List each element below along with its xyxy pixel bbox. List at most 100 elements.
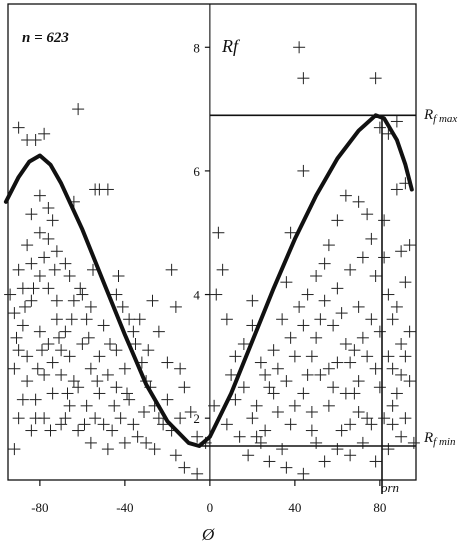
data-point — [174, 412, 187, 425]
rf-max-label-sub: f max — [433, 113, 457, 125]
data-point — [82, 331, 95, 344]
data-point — [97, 418, 110, 431]
data-point — [8, 307, 21, 320]
data-point — [237, 338, 250, 350]
data-point — [118, 436, 131, 449]
data-point — [140, 436, 153, 449]
data-point — [293, 41, 306, 54]
data-point — [237, 381, 250, 394]
data-point — [399, 412, 412, 425]
data-point — [399, 276, 412, 289]
data-point — [322, 362, 335, 375]
data-point — [280, 276, 293, 289]
data-point — [361, 208, 374, 221]
data-point — [348, 387, 361, 400]
data-point — [407, 436, 420, 449]
data-point — [123, 313, 136, 326]
data-point — [101, 443, 114, 456]
data-point — [369, 362, 382, 375]
data-point — [361, 350, 374, 363]
data-point — [271, 362, 284, 375]
data-point — [254, 356, 267, 369]
data-point — [267, 344, 280, 357]
data-point — [16, 393, 29, 406]
data-point — [242, 449, 255, 462]
data-point — [12, 263, 25, 276]
data-point — [216, 263, 229, 276]
data-point — [46, 356, 59, 369]
data-point — [42, 232, 55, 245]
data-point — [280, 461, 293, 474]
data-point — [93, 350, 106, 363]
data-point — [21, 375, 34, 388]
data-point — [12, 412, 25, 425]
data-point — [116, 300, 129, 313]
data-point — [254, 436, 267, 449]
data-point — [284, 331, 297, 344]
data-point — [297, 72, 310, 85]
data-point — [280, 375, 293, 388]
data-point — [331, 356, 344, 369]
data-point — [121, 387, 133, 400]
rf-max-label-main: R — [423, 107, 433, 123]
x-tick-label: -80 — [31, 500, 48, 515]
data-point — [259, 368, 272, 381]
data-point — [352, 406, 365, 418]
data-point — [403, 239, 416, 252]
data-point — [84, 300, 97, 313]
data-point — [184, 406, 197, 418]
data-point — [78, 418, 91, 431]
data-point — [133, 313, 146, 326]
data-point — [59, 257, 72, 270]
data-point — [114, 412, 127, 425]
data-point — [390, 387, 403, 400]
data-point — [386, 362, 399, 375]
data-point — [403, 375, 416, 388]
data-point — [10, 331, 23, 344]
data-point — [378, 214, 391, 227]
data-point — [33, 325, 46, 338]
data-point — [108, 399, 121, 412]
data-point — [131, 430, 144, 443]
data-point — [310, 436, 323, 449]
data-point — [365, 232, 378, 245]
data-point — [276, 443, 289, 456]
data-point — [63, 270, 76, 282]
data-point — [327, 381, 340, 394]
data-point — [89, 412, 102, 425]
data-point — [390, 300, 403, 313]
data-point — [229, 350, 242, 363]
data-point — [403, 325, 416, 338]
data-point — [344, 356, 357, 369]
data-point — [318, 455, 331, 468]
data-point — [246, 294, 259, 307]
data-point — [55, 418, 68, 431]
envelope-curve — [3, 113, 414, 448]
data-point — [314, 368, 327, 381]
y-axis-ticks: 2 4 6 8 — [193, 40, 210, 426]
x-tick-label: -40 — [116, 500, 133, 515]
data-point — [8, 362, 21, 375]
data-point — [382, 288, 395, 301]
data-point — [382, 350, 395, 363]
data-point — [174, 362, 187, 375]
data-point — [50, 294, 63, 307]
rf-max-label: Rf max — [423, 107, 457, 125]
data-point — [390, 183, 403, 196]
data-point — [169, 300, 182, 313]
data-point — [38, 127, 51, 140]
data-point — [21, 350, 34, 363]
data-point — [352, 195, 365, 208]
data-point — [365, 418, 378, 431]
data-point — [378, 251, 391, 264]
data-point — [84, 436, 97, 449]
data-point — [314, 313, 327, 326]
data-point — [146, 294, 159, 307]
data-point — [356, 436, 369, 449]
orn-label: orn — [381, 480, 399, 495]
y-tick-label: 6 — [193, 164, 200, 179]
data-point — [36, 344, 48, 357]
data-point — [276, 313, 289, 326]
data-point — [84, 362, 97, 375]
data-point — [310, 331, 323, 344]
